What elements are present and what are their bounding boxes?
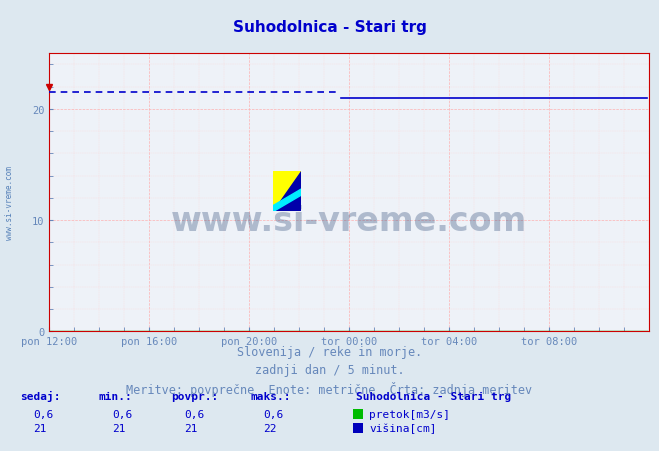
Text: 0,6: 0,6 (112, 409, 132, 419)
Text: sedaj:: sedaj: (20, 390, 60, 401)
Text: maks.:: maks.: (250, 391, 291, 401)
Text: pretok[m3/s]: pretok[m3/s] (369, 409, 450, 419)
Text: 21: 21 (185, 423, 198, 433)
Text: Slovenija / reke in morje.: Slovenija / reke in morje. (237, 345, 422, 358)
Text: min.:: min.: (99, 391, 132, 401)
Text: 0,6: 0,6 (264, 409, 284, 419)
Text: Meritve: povprečne  Enote: metrične  Črta: zadnja meritev: Meritve: povprečne Enote: metrične Črta:… (127, 381, 532, 396)
Polygon shape (273, 189, 301, 212)
Text: 21: 21 (33, 423, 46, 433)
Text: Suhodolnica - Stari trg: Suhodolnica - Stari trg (233, 20, 426, 35)
Polygon shape (273, 171, 301, 212)
Text: zadnji dan / 5 minut.: zadnji dan / 5 minut. (254, 363, 405, 376)
Text: Suhodolnica - Stari trg: Suhodolnica - Stari trg (356, 391, 511, 401)
Text: višina[cm]: višina[cm] (369, 422, 436, 433)
Text: 21: 21 (112, 423, 125, 433)
Text: 22: 22 (264, 423, 277, 433)
Text: povpr.:: povpr.: (171, 391, 219, 401)
Text: www.si-vreme.com: www.si-vreme.com (5, 166, 14, 240)
Text: 0,6: 0,6 (33, 409, 53, 419)
Polygon shape (273, 171, 301, 212)
Text: 0,6: 0,6 (185, 409, 205, 419)
Polygon shape (273, 196, 301, 212)
Text: www.si-vreme.com: www.si-vreme.com (171, 204, 527, 237)
